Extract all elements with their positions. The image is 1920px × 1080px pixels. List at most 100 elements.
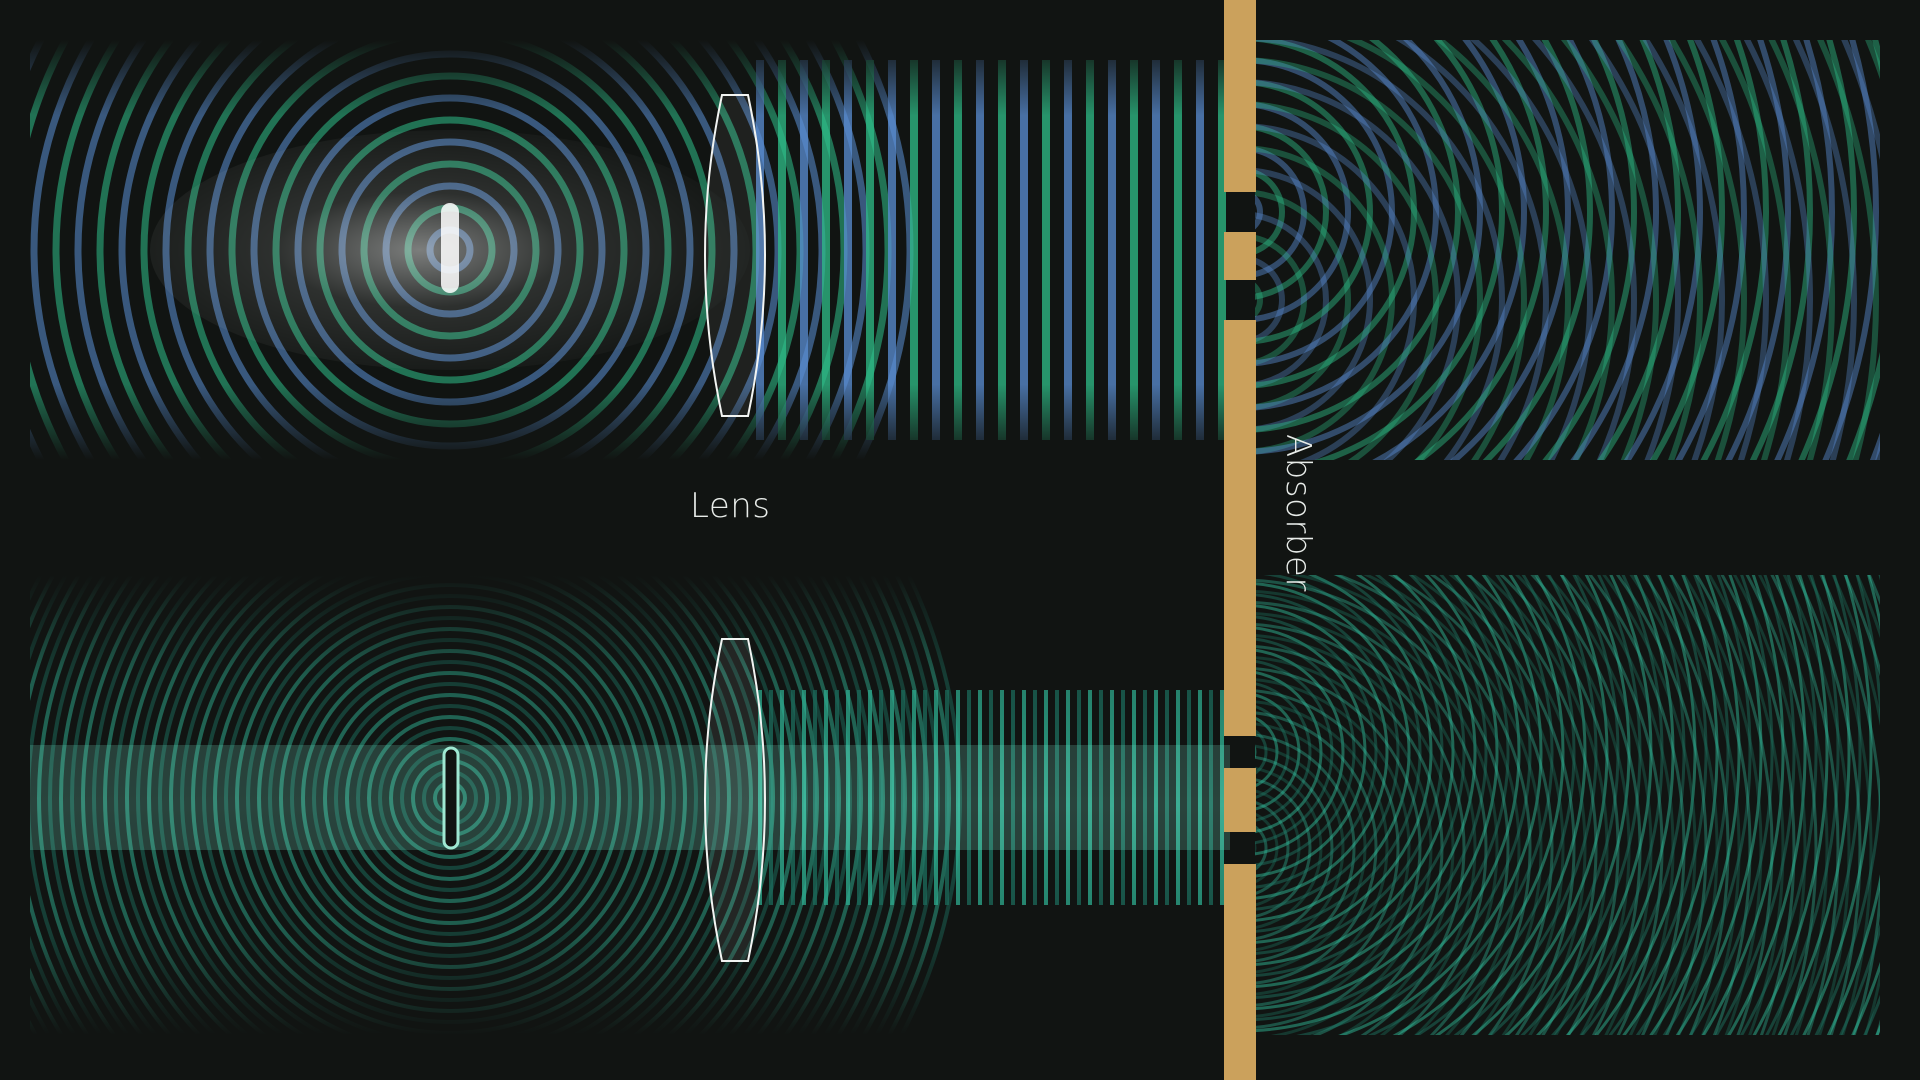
bottom-diffraction-ring xyxy=(1255,645,1444,1035)
bottom-diffraction-ring xyxy=(1255,711,1378,985)
top-diffraction-ring xyxy=(1623,40,1703,460)
bottom-diffraction-ring xyxy=(1255,637,1356,867)
top-diffraction-ring xyxy=(1255,79,1461,460)
top-diffraction-ring xyxy=(1501,40,1615,460)
bottom-diffraction-ring xyxy=(1255,575,1488,999)
top-diffraction-ring xyxy=(1255,40,1417,389)
bottom-diffraction-ring xyxy=(1363,575,1543,1035)
bottom-source-marker xyxy=(442,746,460,850)
bottom-diffraction-ring xyxy=(1255,604,1389,900)
bottom-diffraction-ring xyxy=(1573,575,1675,1035)
top-diffraction-ring xyxy=(1560,40,1659,460)
bottom-diffraction-ring xyxy=(1255,778,1312,918)
top-diffraction-ring xyxy=(1749,40,1813,460)
bottom-diffraction-ring xyxy=(1621,575,1719,1035)
bottom-diffraction-ring xyxy=(1255,722,1367,974)
bottom-diffraction-ring xyxy=(1255,612,1477,1035)
bottom-diffraction-ring xyxy=(1333,575,1532,1035)
bottom-diffraction-ring xyxy=(1642,575,1730,1035)
top-diffraction-ring xyxy=(1255,124,1329,300)
bottom-diffraction-ring xyxy=(1429,575,1576,1035)
bottom-diffraction-ring xyxy=(1739,575,1818,1035)
bottom-diffraction-ring xyxy=(1745,575,1818,1035)
top-diffraction-ring xyxy=(1255,79,1373,345)
top-diffraction-ring xyxy=(1774,40,1835,460)
absorber-top-segment xyxy=(1224,0,1256,192)
bottom-diffraction-ring xyxy=(1668,575,1752,1035)
bottom-diffraction-ring xyxy=(1255,789,1301,907)
top-lens xyxy=(704,94,766,417)
bottom-diffraction-ring xyxy=(1255,575,1422,933)
bottom-diffraction-ring xyxy=(1289,575,1521,1035)
bottom-diffraction-ring xyxy=(1255,623,1466,1035)
top-diffraction-ring xyxy=(1255,40,1461,433)
bottom-diffraction-ring xyxy=(1255,693,1301,811)
absorber-label: Absorber xyxy=(1278,434,1318,592)
bottom-diffraction-ring xyxy=(1255,733,1356,963)
top-diffraction-ring xyxy=(1649,40,1725,460)
bottom-diffraction-ring xyxy=(1255,716,1279,788)
top-source-marker xyxy=(441,203,459,293)
bottom-diffraction-ring xyxy=(1337,575,1543,1035)
top-diffraction-ring xyxy=(1743,40,1813,460)
bottom-diffraction-ring xyxy=(1255,700,1389,996)
top-diffraction-ring xyxy=(1798,40,1857,460)
bottom-diffraction-ring xyxy=(1488,575,1620,1035)
bottom-diffraction-ring xyxy=(1770,575,1840,1035)
bottom-diffraction-ring xyxy=(1789,575,1862,1035)
top-diffraction-ring xyxy=(1255,40,1483,455)
top-diffraction-ring xyxy=(1255,257,1285,343)
bottom-diffraction-ring xyxy=(1255,670,1323,834)
bottom-diffraction-ring xyxy=(1255,824,1268,872)
top-diffraction-ring xyxy=(1449,40,1571,460)
bottom-diffraction-ring xyxy=(1255,704,1290,800)
bottom-diffraction-ring xyxy=(1514,575,1631,1035)
bottom-diffraction-ring xyxy=(1504,575,1631,1035)
top-diffracted-waves xyxy=(1255,40,1880,460)
top-diffraction-ring xyxy=(1414,40,1549,460)
bottom-diffraction-ring xyxy=(1608,575,1708,1035)
bottom-diffraction-ring xyxy=(1255,575,1499,1010)
bottom-diffraction-ring xyxy=(1255,575,1510,1022)
bottom-diffraction-ring xyxy=(1482,575,1609,1035)
bottom-diffraction-ring xyxy=(1453,575,1598,1035)
top-diffraction-ring xyxy=(1395,40,1549,460)
top-diffraction-ring xyxy=(1700,40,1769,460)
bottom-diffraction-ring xyxy=(1635,575,1730,1035)
absorber xyxy=(1224,0,1256,1080)
top-diffraction-ring xyxy=(1255,234,1307,366)
top-diffraction-ring xyxy=(1668,40,1747,460)
bottom-diffraction-ring xyxy=(1499,575,1620,1035)
bottom-diffraction-ring xyxy=(1545,575,1653,1035)
bottom-diffraction-ring xyxy=(1295,575,1532,1035)
top-diffraction-ring xyxy=(1718,40,1791,460)
top-diffraction-ring xyxy=(1255,194,1263,230)
bottom-diffraction-ring xyxy=(1255,615,1378,889)
top-diffraction-ring xyxy=(1255,212,1329,388)
bottom-diffraction-ring xyxy=(1732,575,1807,1035)
bottom-diffraction-ring xyxy=(1662,575,1752,1035)
top-diffraction-ring xyxy=(1469,40,1593,460)
top-diffraction-ring xyxy=(1255,167,1373,433)
bottom-diffraction-ring xyxy=(1794,575,1862,1035)
bottom-diffraction-ring xyxy=(1448,575,1587,1035)
bottom-diffraction-ring xyxy=(1255,812,1279,884)
bottom-diffraction-ring xyxy=(1255,575,1455,966)
bottom-diffraction-ring xyxy=(1255,689,1400,1007)
bottom-diffraction-ring xyxy=(1714,575,1796,1035)
bottom-diffraction-ring xyxy=(1782,575,1851,1035)
bottom-diffraction-ring xyxy=(1757,575,1829,1035)
bottom-diffraction-ring xyxy=(1530,575,1642,1035)
top-diffraction-ring xyxy=(1675,40,1747,460)
absorber-middle-segment xyxy=(1224,320,1256,736)
top-diffraction-ring xyxy=(1255,146,1307,278)
bottom-diffraction-ring xyxy=(1255,575,1521,1033)
bottom-diffraction-ring xyxy=(1550,575,1664,1035)
bottom-diffraction-ring xyxy=(1387,575,1554,1035)
bottom-diffraction-ring xyxy=(1255,755,1334,941)
top-diffraction-ring xyxy=(1588,40,1681,460)
bottom-diffraction-ring xyxy=(1255,744,1345,952)
bottom-diffraction-ring xyxy=(1255,575,1477,988)
absorber-top-divider xyxy=(1224,232,1256,280)
